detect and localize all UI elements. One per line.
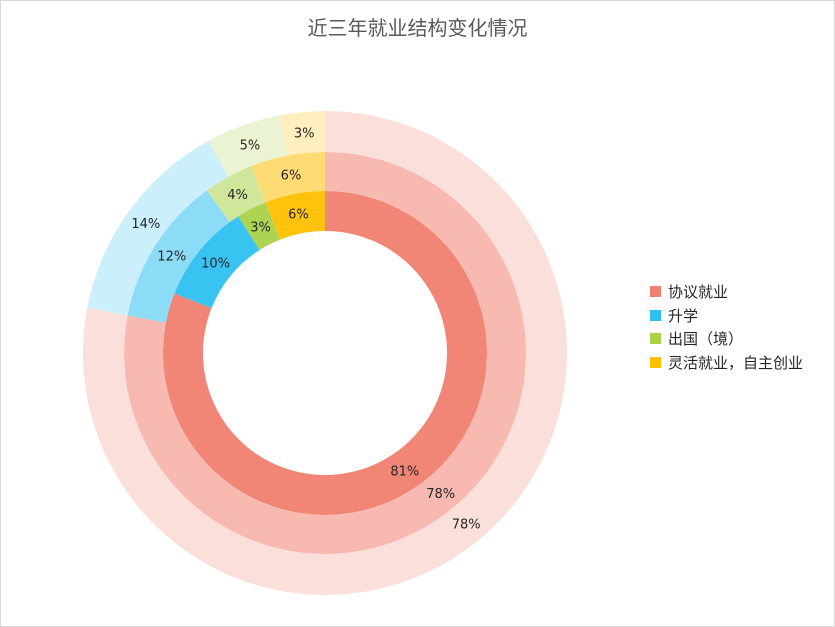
inner-ring-slice-2 bbox=[238, 202, 281, 250]
legend-label-3: 灵活就业，自主创业 bbox=[668, 353, 804, 372]
inner-ring-label-2: 3% bbox=[250, 220, 271, 235]
middle-ring-label-1: 12% bbox=[157, 250, 186, 265]
outer-ring-slice-3 bbox=[279, 111, 325, 156]
legend-swatch-2 bbox=[650, 333, 661, 345]
legend-label-0: 协议就业 bbox=[668, 283, 729, 302]
inner-ring-slice-3 bbox=[265, 191, 325, 240]
legend-item-0: 协议就业 bbox=[650, 280, 803, 304]
outer-ring-label-3: 3% bbox=[294, 126, 315, 141]
legend-item-2: 出国（境） bbox=[650, 327, 803, 351]
legend-swatch-3 bbox=[650, 356, 661, 368]
legend-label-1: 升学 bbox=[668, 306, 699, 325]
legend-label-2: 出国（境） bbox=[668, 330, 744, 349]
outer-ring-slice-1 bbox=[87, 140, 229, 316]
legend-item-3: 灵活就业，自主创业 bbox=[650, 351, 803, 375]
legend-item-1: 升学 bbox=[650, 304, 803, 328]
chart-title: 近三年就业结构变化情况 bbox=[307, 16, 528, 40]
middle-ring-label-0: 78% bbox=[426, 487, 455, 502]
inner-ring-label-1: 10% bbox=[201, 256, 230, 271]
middle-ring-label-2: 4% bbox=[227, 188, 248, 203]
middle-ring-label-3: 6% bbox=[281, 169, 302, 184]
inner-ring-label-0: 81% bbox=[390, 464, 419, 479]
middle-ring-slice-3 bbox=[251, 152, 325, 203]
middle-ring-slice-2 bbox=[206, 166, 266, 222]
legend-swatch-1 bbox=[650, 309, 661, 321]
outer-ring-label-0: 78% bbox=[452, 518, 481, 533]
middle-ring-slice-1 bbox=[127, 190, 230, 323]
legend: 协议就业升学出国（境） 灵活就业，自主创业 bbox=[650, 280, 803, 374]
legend-swatch-0 bbox=[650, 286, 661, 298]
outer-ring-label-1: 14% bbox=[131, 217, 160, 232]
inner-ring-slice-1 bbox=[174, 216, 260, 309]
outer-ring-label-2: 5% bbox=[240, 139, 261, 154]
inner-ring-label-3: 6% bbox=[288, 208, 309, 223]
outer-ring-slice-2 bbox=[208, 115, 288, 177]
